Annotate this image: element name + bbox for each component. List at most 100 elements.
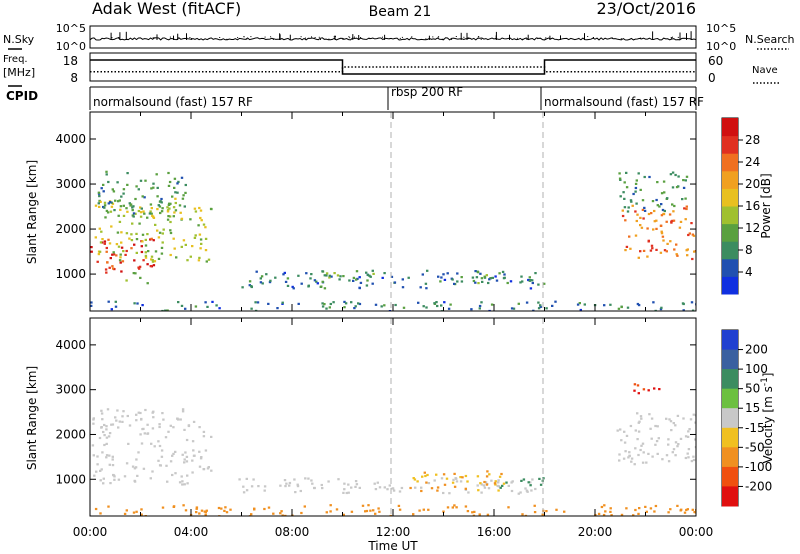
heatmap-cell xyxy=(618,177,622,180)
station-title: Adak West (fitACF) xyxy=(92,0,241,18)
heatmap-cell xyxy=(679,437,683,440)
colorbar-swatch xyxy=(722,258,738,277)
heatmap-cell xyxy=(268,281,272,284)
heatmap-cell xyxy=(207,466,210,469)
heatmap-cell xyxy=(155,173,158,176)
colorbar-tick-label: 50 xyxy=(745,382,760,396)
heatmap-cell xyxy=(489,277,492,280)
colorbar-tick-label: 15 xyxy=(745,401,760,415)
heatmap-cell xyxy=(267,506,271,509)
heatmap-cell xyxy=(442,473,446,476)
heatmap-cell xyxy=(99,479,102,482)
power-y-axis: 1000 2000 3000 4000 xyxy=(55,132,696,281)
nsky-label: N.Sky xyxy=(3,33,35,46)
heatmap-cell xyxy=(167,203,171,206)
colorbar-tick-label: 100 xyxy=(745,362,768,376)
nsearch-dot xyxy=(152,37,154,39)
heatmap-cell xyxy=(112,251,115,254)
heatmap-cell xyxy=(472,514,476,516)
heatmap-cell xyxy=(639,250,642,253)
heatmap-cell xyxy=(107,238,110,241)
heatmap-cell xyxy=(159,211,162,215)
nsearch-dot xyxy=(382,36,383,38)
heatmap-cell xyxy=(204,226,207,229)
heatmap-cell xyxy=(122,250,125,253)
heatmap-cell xyxy=(100,468,103,471)
heatmap-cell xyxy=(512,307,516,310)
heatmap-cell xyxy=(634,429,637,432)
heatmap-cell xyxy=(483,486,487,489)
heatmap-cell xyxy=(180,304,184,307)
heatmap-cell xyxy=(609,507,612,510)
heatmap-cell xyxy=(110,308,113,311)
heatmap-cell xyxy=(166,480,169,483)
heatmap-cell xyxy=(111,464,115,467)
heatmap-cell xyxy=(600,505,604,509)
heatmap-cell xyxy=(693,250,696,253)
heatmap-cell xyxy=(358,302,362,306)
nsearch-dot xyxy=(360,37,361,39)
heatmap-cell xyxy=(98,250,102,253)
heatmap-cell xyxy=(660,306,663,309)
heatmap-cell xyxy=(350,510,354,513)
heatmap-cell xyxy=(472,279,476,283)
heatmap-cell xyxy=(635,202,638,205)
heatmap-cell xyxy=(150,207,153,210)
heatmap-cell xyxy=(537,301,540,304)
nsearch-dot xyxy=(127,38,129,40)
heatmap-cell xyxy=(128,237,131,240)
heatmap-cell xyxy=(135,251,138,254)
heatmap-cell xyxy=(621,209,624,212)
heatmap-cell xyxy=(424,282,428,285)
heatmap-cell xyxy=(177,418,180,421)
heatmap-cell xyxy=(109,210,113,213)
heatmap-cell xyxy=(505,481,508,484)
heatmap-cell xyxy=(451,278,454,281)
heatmap-cell xyxy=(205,509,208,512)
heatmap-cell xyxy=(649,427,652,430)
heatmap-cell xyxy=(682,179,685,182)
heatmap-cell xyxy=(103,206,106,209)
heatmap-cell xyxy=(111,188,114,191)
heatmap-cell xyxy=(118,259,122,262)
heatmap-cell xyxy=(157,440,160,443)
heatmap-cell xyxy=(172,206,176,209)
heatmap-cell xyxy=(467,491,470,494)
heatmap-cell xyxy=(269,279,272,282)
heatmap-cell xyxy=(161,309,164,311)
heatmap-cell xyxy=(674,441,678,444)
heatmap-cell xyxy=(117,426,120,429)
heatmap-cell xyxy=(661,208,665,212)
heatmap-cell xyxy=(195,506,199,509)
heatmap-cell xyxy=(448,492,451,495)
heatmap-cell xyxy=(204,449,208,452)
heatmap-cell xyxy=(254,309,258,311)
heatmap-cell xyxy=(626,306,630,309)
heatmap-cell xyxy=(133,479,136,482)
heatmap-cell xyxy=(177,180,180,183)
heatmap-cell xyxy=(143,212,146,215)
nsearch-dot xyxy=(640,37,642,39)
heatmap-cell xyxy=(255,270,258,273)
heatmap-cell xyxy=(433,302,436,305)
heatmap-cell xyxy=(185,460,189,463)
heatmap-cell xyxy=(578,302,581,305)
nsearch-dot xyxy=(467,37,469,39)
heatmap-cell xyxy=(172,505,175,508)
heatmap-cell xyxy=(503,276,506,279)
heatmap-cell xyxy=(123,475,127,478)
heatmap-cell xyxy=(94,236,97,239)
heatmap-cell xyxy=(446,272,449,275)
heatmap-cell xyxy=(682,309,685,311)
heatmap-cell xyxy=(142,427,145,430)
heatmap-cell xyxy=(325,307,328,310)
nave-tick-bottom: 0 xyxy=(708,71,716,85)
heatmap-cell xyxy=(669,173,673,176)
heatmap-cell xyxy=(517,302,520,305)
heatmap-cell xyxy=(619,178,622,181)
heatmap-cell xyxy=(389,514,392,516)
heatmap-cell xyxy=(100,409,103,412)
heatmap-cell xyxy=(365,271,368,274)
heatmap-cell xyxy=(180,245,183,248)
heatmap-cell xyxy=(112,474,116,477)
